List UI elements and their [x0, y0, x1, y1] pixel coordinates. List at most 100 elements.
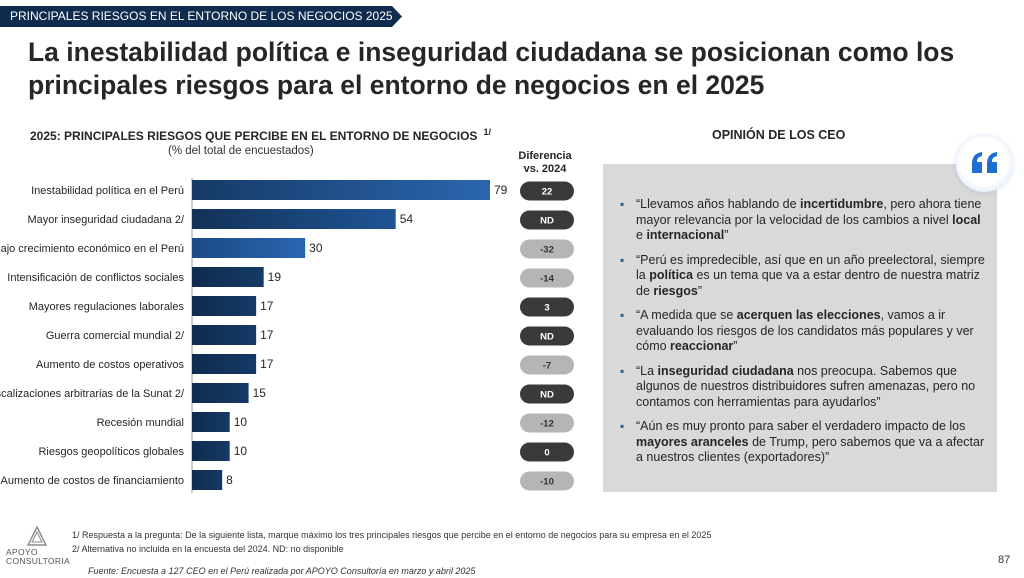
- quote-badge: [956, 136, 1012, 192]
- category-label: Mayor inseguridad ciudadana 2/: [27, 214, 184, 226]
- data-label: 17: [260, 357, 274, 371]
- ceo-panel-title: OPINIÓN DE LOS CEO: [712, 128, 846, 142]
- difference-pill: [520, 413, 574, 433]
- apoyo-logo: APOYO CONSULTORIA: [6, 526, 70, 570]
- footnote-2: 2/ Alternativa no incluida en la encuest…: [72, 544, 344, 554]
- quote-text: “La: [636, 363, 658, 378]
- bar-9: [192, 412, 230, 432]
- data-label: 8: [226, 473, 233, 487]
- quote-emphasis: local: [952, 212, 981, 227]
- difference-pill: [520, 326, 574, 346]
- difference-pill: [520, 471, 574, 491]
- category-label: Aumento de costos de financiamiento: [1, 475, 184, 487]
- quote-emphasis: inseguridad ciudadana: [657, 363, 794, 378]
- data-label: 15: [253, 386, 267, 400]
- bar-4: [192, 267, 264, 287]
- quote-text: , pero ahora tiene mayor relevancia por …: [636, 197, 982, 227]
- quote-text: ”: [724, 228, 729, 242]
- data-label: 54: [400, 212, 414, 226]
- difference-value: -12: [540, 419, 554, 430]
- bar-2: [192, 209, 396, 229]
- difference-header-line2: vs. 2024: [523, 163, 567, 175]
- ceo-quote: “A medida que se acerquen las elecciones…: [620, 308, 990, 355]
- quote-text: “Perú es impredecible, así que en un año…: [636, 252, 985, 283]
- difference-pill: [520, 384, 574, 404]
- difference-value: 22: [542, 187, 553, 198]
- quote-emphasis: mayores aranceles: [636, 434, 749, 449]
- quote-text: “Llevamos años hablando de: [636, 197, 801, 211]
- logo-line2: CONSULTORIA: [6, 556, 70, 566]
- ceo-quote: “Llevamos años hablando de incertidumbre…: [620, 197, 990, 244]
- category-label: Mayores regulaciones laborales: [29, 301, 185, 313]
- category-label: Aumento de costos operativos: [36, 359, 184, 371]
- quote-emphasis: riesgos: [653, 283, 698, 298]
- ceo-quotes-list: “Llevamos años hablando de incertidumbre…: [620, 197, 990, 475]
- ceo-quote: “La inseguridad ciudadana nos preocupa. …: [620, 364, 990, 411]
- chart-subtitle: (% del total de encuestados): [168, 145, 314, 157]
- category-label: Riesgos geopolíticos globales: [38, 446, 184, 458]
- quote-emphasis: internacional: [646, 228, 725, 242]
- category-label: Recesión mundial: [97, 417, 184, 429]
- quote-text: nos preocupa. Sabemos que algunos de nue…: [636, 363, 976, 409]
- quote-text: “Aún es muy pronto para saber el verdade…: [636, 419, 966, 433]
- bar-1: [192, 180, 490, 200]
- category-label: Intensificación de conflictos sociales: [7, 272, 184, 284]
- difference-pill: [520, 181, 574, 201]
- quote-emphasis: reaccionar: [670, 339, 734, 353]
- difference-pill: [520, 355, 574, 375]
- difference-pill: [520, 239, 574, 259]
- difference-header: Diferencia vs. 2024: [506, 150, 584, 176]
- difference-value: ND: [540, 332, 554, 343]
- difference-header-line1: Diferencia: [518, 150, 572, 162]
- difference-pill: [520, 297, 574, 317]
- difference-value: ND: [540, 390, 554, 401]
- difference-value: -10: [540, 477, 554, 488]
- quote-text: ”: [697, 283, 703, 298]
- quote-text: ”: [733, 339, 738, 353]
- quote-text: e: [636, 228, 647, 242]
- logo-mark-icon: [26, 526, 48, 546]
- bar-6: [192, 325, 257, 345]
- quote-emphasis: política: [649, 268, 693, 282]
- ceo-quote: “Perú es impredecible, así que en un año…: [620, 253, 990, 300]
- bar-10: [192, 441, 230, 461]
- page-title: La inestabilidad política e inseguridad …: [28, 37, 955, 100]
- source-note: Fuente: Encuesta a 127 CEO en el Perú re…: [88, 566, 476, 576]
- data-label: 10: [234, 444, 248, 458]
- bar-7: [192, 354, 257, 374]
- logo-line1: APOYO: [6, 547, 38, 557]
- difference-pill: [520, 442, 574, 462]
- risk-bar-chart: Inestabilidad política en el Perú 79 22 May…: [0, 178, 574, 493]
- category-label: Fiscalizaciones arbitrarias de la Sunat …: [0, 388, 185, 400]
- chart-title-note: 1/: [483, 127, 491, 137]
- difference-value: 0: [544, 448, 549, 459]
- data-label: 79: [494, 183, 508, 197]
- category-label: Inestabilidad política en el Perú: [31, 185, 184, 197]
- chart-title: 2025: PRINCIPALES RIESGOS QUE PERCIBE EN…: [30, 127, 550, 143]
- logo-text: APOYO CONSULTORIA: [6, 548, 72, 566]
- page-number: 87: [998, 554, 1011, 566]
- difference-value: -32: [540, 245, 554, 256]
- chart-title-text: 2025: PRINCIPALES RIESGOS QUE PERCIBE EN…: [30, 129, 478, 143]
- difference-value: ND: [540, 216, 554, 227]
- bar-11: [192, 470, 223, 490]
- quote-text: es un tema que va a estar dentro de nues…: [636, 268, 980, 298]
- ceo-quote: “Aún es muy pronto para saber el verdade…: [620, 419, 990, 466]
- data-label: 30: [309, 241, 323, 255]
- footnote-1: 1/ Respuesta a la pregunta: De la siguie…: [72, 530, 712, 540]
- category-label: Bajo crecimiento económico en el Perú: [0, 243, 184, 255]
- quote-icon: [972, 152, 997, 173]
- difference-value: -7: [543, 361, 551, 372]
- quote-text: , vamos a ir evaluando los riesgos de lo…: [636, 308, 974, 353]
- quote-text: “A medida que se: [636, 308, 737, 322]
- difference-value: 3: [544, 303, 549, 314]
- data-label: 10: [234, 415, 248, 429]
- difference-pill: [520, 210, 574, 230]
- data-label: 17: [260, 299, 274, 313]
- difference-pill: [520, 268, 574, 288]
- bar-5: [192, 296, 257, 316]
- bar-8: [192, 383, 249, 403]
- difference-value: -14: [540, 274, 554, 285]
- section-tag: PRINCIPALES RIESGOS EN EL ENTORNO DE LOS…: [0, 6, 402, 27]
- data-label: 19: [268, 270, 282, 284]
